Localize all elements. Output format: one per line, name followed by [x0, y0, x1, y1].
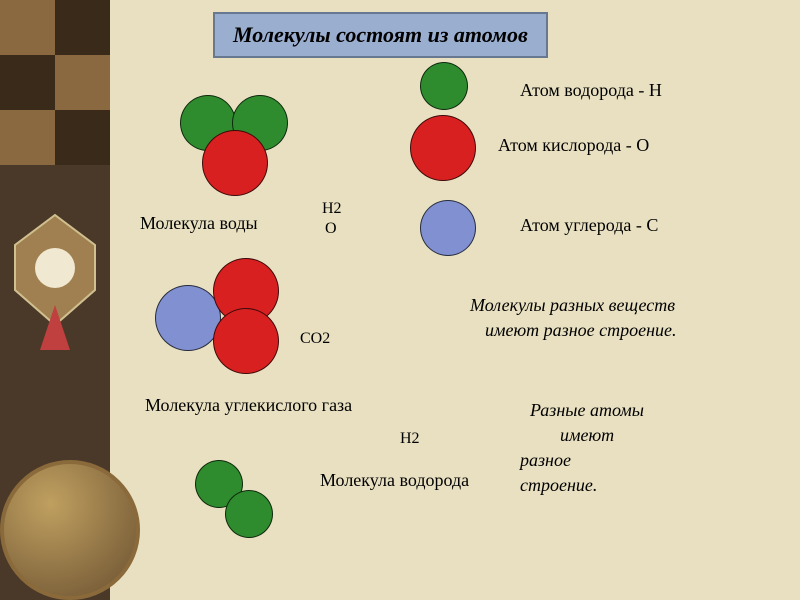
checker-sq — [55, 55, 110, 110]
note-line3b: имеют — [560, 425, 614, 446]
medal-decoration — [10, 210, 100, 350]
note-line2: имеют разное строение. — [485, 320, 677, 341]
title-box: Молекулы состоят из атомов — [213, 12, 548, 58]
checker-sq — [55, 0, 110, 55]
note-line4: разное — [520, 450, 571, 471]
legend-oxygen-label: Атом кислорода - О — [498, 135, 649, 156]
legend-carbon-label: Атом углерода - С — [520, 215, 658, 236]
legend-oxygen-atom — [410, 115, 476, 181]
h2-label: Молекула водорода — [320, 470, 469, 491]
co2-c — [155, 285, 221, 351]
legend-carbon-atom — [420, 200, 476, 256]
checker-sq — [0, 0, 55, 55]
water-formula-bot: О — [325, 220, 337, 238]
co2-formula: СО2 — [300, 330, 330, 348]
co2-o2 — [213, 308, 279, 374]
compass-decoration — [0, 460, 140, 600]
checker-sq — [0, 110, 55, 165]
co2-label: Молекула углекислого газа — [145, 395, 352, 416]
h2-formula: Н2 — [400, 430, 420, 448]
water-o — [202, 130, 268, 196]
water-label: Молекула воды — [140, 213, 258, 234]
water-formula-top: Н2 — [322, 200, 342, 218]
legend-hydrogen-label: Атом водорода - Н — [520, 80, 662, 101]
checker-sq — [0, 55, 55, 110]
checker-sq — [55, 110, 110, 165]
note-line1: Молекулы разных веществ — [470, 295, 675, 316]
legend-hydrogen-atom — [420, 62, 468, 110]
h2-b — [225, 490, 273, 538]
note-line5: строение. — [520, 475, 597, 496]
note-line3a: Разные атомы — [530, 400, 644, 421]
title-text: Молекулы состоят из атомов — [233, 22, 528, 47]
